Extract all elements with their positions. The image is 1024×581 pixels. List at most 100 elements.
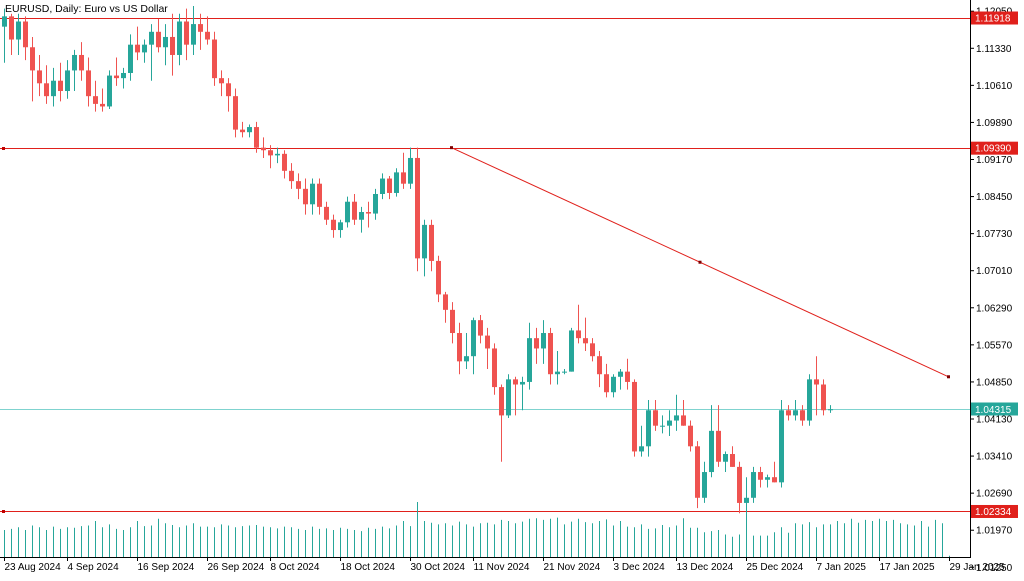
time-tick-label: 8 Oct 2024 [271, 562, 320, 573]
candle [660, 415, 665, 434]
axes-layer: 1.120501.113301.106101.098901.091701.084… [0, 0, 1013, 574]
candle-body [282, 153, 287, 171]
candle [296, 173, 301, 200]
candle-body [485, 335, 490, 349]
candle-body [639, 446, 644, 452]
candle-body [772, 477, 777, 483]
candle-body [16, 21, 21, 40]
hline-price-label-bg [971, 504, 1018, 518]
candle-body [261, 147, 266, 151]
candle-body [576, 330, 581, 339]
candle [555, 351, 560, 385]
candle [58, 62, 63, 102]
candle-body [51, 80, 56, 97]
time-tick-label: 17 Jan 2025 [880, 562, 935, 573]
candle-body [562, 371, 567, 373]
candle [212, 31, 217, 86]
price-tick-label: 1.09170 [976, 155, 1013, 166]
candle [30, 36, 35, 102]
candle-body [828, 409, 833, 411]
candle [121, 67, 126, 89]
candle [282, 150, 287, 179]
candle [618, 369, 623, 390]
candle [345, 196, 350, 228]
candle-body [72, 54, 77, 71]
candle-body [555, 371, 560, 375]
candle [506, 374, 511, 418]
candle [394, 168, 399, 197]
candle [93, 80, 98, 112]
candle [443, 291, 448, 323]
candle-body [219, 78, 224, 84]
candle-body [338, 222, 343, 231]
time-tick-label: 30 Oct 2024 [411, 562, 466, 573]
candle-body [289, 170, 294, 182]
candle [170, 13, 175, 76]
price-tick-label: 1.08450 [976, 192, 1013, 203]
candle-body [240, 129, 245, 133]
candle [9, 13, 14, 55]
candle [751, 466, 756, 503]
candle [702, 461, 707, 503]
candle-body [660, 425, 665, 427]
candle-body [590, 343, 595, 357]
candle-body [114, 75, 119, 79]
candle [100, 88, 105, 112]
candle [191, 6, 196, 55]
candle-body [527, 338, 532, 382]
candle [450, 302, 455, 344]
candle-body [100, 103, 105, 107]
candle-body [646, 410, 651, 447]
candle-body [814, 379, 819, 385]
candle [247, 124, 252, 138]
candle [653, 399, 658, 431]
price-tick-label: 1.03410 [976, 452, 1013, 463]
candle-body [121, 72, 126, 79]
candle [639, 425, 644, 457]
candle [695, 441, 700, 509]
candle-body [681, 415, 686, 426]
candle-body [233, 96, 238, 130]
candle-body [807, 379, 812, 421]
candle [646, 399, 651, 457]
candle-body [149, 31, 154, 45]
candle [464, 333, 469, 370]
price-tick-label: 1.07730 [976, 229, 1013, 240]
candle-body [506, 379, 511, 416]
candle [723, 451, 728, 473]
candle-body [765, 477, 770, 480]
candle-body [604, 374, 609, 393]
candle-body [198, 24, 203, 32]
candle [16, 13, 21, 55]
candle [604, 363, 609, 398]
candle-body [471, 320, 476, 357]
candle [254, 121, 259, 153]
candle-body [191, 24, 196, 45]
candle-body [65, 70, 70, 92]
candle-body [86, 70, 91, 97]
candle-body [583, 338, 588, 344]
candle [632, 379, 637, 457]
candle-body [492, 348, 497, 388]
candle-body [303, 188, 308, 205]
candle [233, 88, 238, 138]
candle [107, 70, 112, 110]
candle-body [170, 36, 175, 55]
candle [548, 327, 553, 385]
candle-body [44, 83, 49, 97]
candle-body [597, 356, 602, 375]
price-tick-label: 1.04850 [976, 377, 1013, 388]
candle [716, 405, 721, 467]
candle-body [436, 260, 441, 295]
candle [492, 343, 497, 395]
time-tick-label: 11 Nov 2024 [474, 562, 530, 573]
candle [149, 24, 154, 81]
price-tick-label: 1.07010 [976, 266, 1013, 277]
candle-body [800, 410, 805, 421]
candle [569, 327, 574, 372]
candle [408, 147, 413, 189]
time-tick-label: 18 Oct 2024 [341, 562, 396, 573]
candle [583, 317, 588, 352]
